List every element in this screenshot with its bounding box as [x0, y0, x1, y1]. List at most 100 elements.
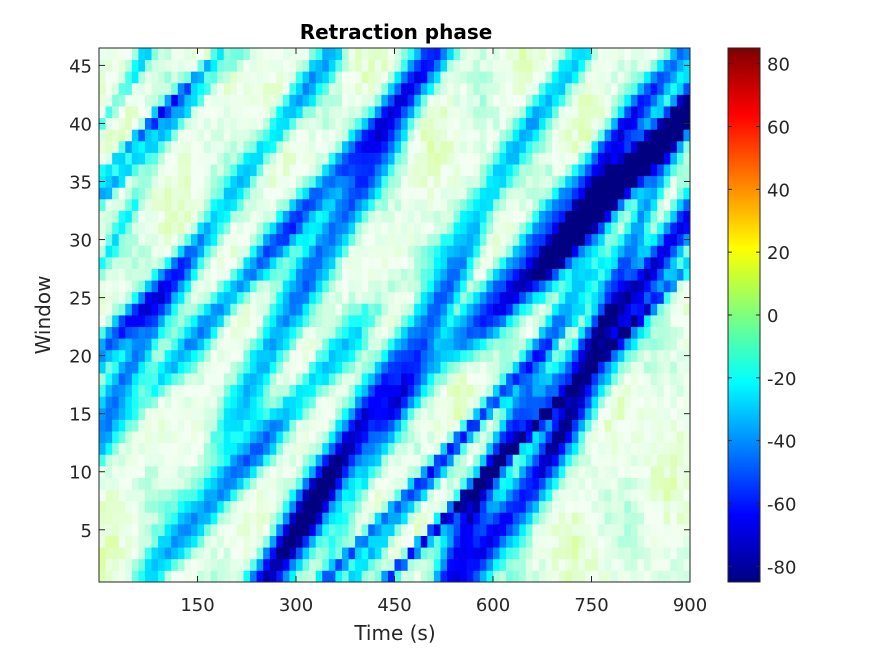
- heatmap-cell: [309, 152, 317, 165]
- heatmap-cell: [670, 291, 678, 304]
- heatmap-cell: [604, 106, 612, 119]
- heatmap-cell: [394, 106, 402, 119]
- heatmap-cell: [197, 94, 205, 107]
- heatmap-cell: [282, 407, 290, 420]
- heatmap-cell: [486, 326, 494, 339]
- heatmap-cell: [112, 442, 120, 455]
- heatmap-cell: [315, 256, 323, 269]
- heatmap-cell: [637, 454, 645, 467]
- heatmap-cell: [676, 454, 684, 467]
- heatmap-cell: [571, 303, 579, 316]
- heatmap-cell: [368, 326, 376, 339]
- heatmap-cell: [552, 233, 560, 246]
- heatmap-cell: [683, 512, 691, 525]
- heatmap-cell: [256, 442, 264, 455]
- heatmap-cell: [210, 338, 218, 351]
- heatmap-cell: [506, 94, 514, 107]
- heatmap-cell: [315, 361, 323, 374]
- heatmap-cell: [210, 349, 218, 362]
- heatmap-cell: [624, 361, 632, 374]
- heatmap-cell: [210, 523, 218, 536]
- heatmap-cell: [204, 500, 212, 513]
- heatmap-cell: [223, 547, 231, 560]
- heatmap-cell: [322, 175, 330, 188]
- heatmap-cell: [591, 500, 599, 513]
- heatmap-cell: [322, 303, 330, 316]
- heatmap-cell: [118, 419, 126, 432]
- heatmap-cell: [144, 570, 152, 583]
- heatmap-cell: [512, 500, 520, 513]
- heatmap-cell: [282, 384, 290, 397]
- heatmap-cell: [571, 396, 579, 409]
- heatmap-cell: [644, 361, 651, 374]
- heatmap-cell: [414, 454, 422, 467]
- heatmap-cell: [250, 280, 257, 293]
- heatmap-cell: [315, 82, 323, 95]
- heatmap-cell: [637, 245, 645, 258]
- heatmap-cell: [243, 407, 251, 420]
- heatmap-cell: [177, 315, 185, 328]
- heatmap-cell: [302, 233, 310, 246]
- heatmap-cell: [269, 407, 277, 420]
- heatmap-cell: [197, 419, 205, 432]
- heatmap-cell: [493, 245, 500, 258]
- heatmap-cell: [637, 106, 645, 119]
- heatmap-cell: [519, 500, 527, 513]
- heatmap-cell: [571, 129, 579, 142]
- heatmap-cell: [394, 129, 402, 142]
- heatmap-cell: [414, 187, 422, 200]
- heatmap-cell: [676, 210, 684, 223]
- heatmap-cell: [361, 523, 369, 536]
- heatmap-cell: [420, 558, 428, 571]
- heatmap-cell: [604, 268, 612, 281]
- heatmap-cell: [223, 233, 231, 246]
- heatmap-cell: [296, 48, 303, 61]
- heatmap-cell: [663, 268, 671, 281]
- heatmap-cell: [381, 407, 389, 420]
- heatmap-cell: [663, 245, 671, 258]
- heatmap-cell: [545, 454, 553, 467]
- heatmap-cell: [506, 175, 514, 188]
- heatmap-cell: [341, 338, 349, 351]
- heatmap-cell: [453, 59, 461, 72]
- heatmap-cell: [525, 465, 533, 478]
- heatmap-cell: [138, 419, 146, 432]
- heatmap-cell: [263, 222, 271, 235]
- heatmap-cell: [683, 94, 691, 107]
- heatmap-cell: [184, 570, 192, 583]
- heatmap-cell: [210, 431, 218, 444]
- heatmap-cell: [105, 187, 113, 200]
- heatmap-cell: [420, 48, 428, 61]
- heatmap-cell: [184, 291, 192, 304]
- heatmap-cell: [545, 222, 553, 235]
- heatmap-cell: [309, 361, 317, 374]
- heatmap-cell: [341, 245, 349, 258]
- heatmap-cell: [263, 280, 271, 293]
- heatmap-cell: [236, 48, 244, 61]
- heatmap-cell: [302, 71, 310, 84]
- heatmap-cell: [683, 547, 691, 560]
- heatmap-cell: [532, 245, 540, 258]
- heatmap-cell: [407, 59, 415, 72]
- heatmap-cell: [512, 558, 520, 571]
- heatmap-cell: [184, 268, 192, 281]
- heatmap-cell: [519, 373, 527, 386]
- heatmap-cell: [506, 129, 514, 142]
- heatmap-cell: [151, 164, 159, 177]
- heatmap-cell: [558, 419, 566, 432]
- heatmap-cell: [164, 48, 172, 61]
- heatmap-cell: [683, 477, 691, 490]
- heatmap-cell: [558, 338, 566, 351]
- heatmap-cell: [381, 431, 389, 444]
- heatmap-cell: [125, 523, 133, 536]
- heatmap-cell: [184, 233, 192, 246]
- heatmap-cell: [604, 489, 612, 502]
- heatmap-cell: [118, 326, 126, 339]
- heatmap-cell: [164, 512, 172, 525]
- heatmap-cell: [624, 48, 632, 61]
- heatmap-cell: [493, 547, 500, 560]
- heatmap-cell: [381, 268, 389, 281]
- heatmap-cell: [670, 140, 678, 153]
- heatmap-cell: [604, 222, 612, 235]
- heatmap-cell: [407, 547, 415, 560]
